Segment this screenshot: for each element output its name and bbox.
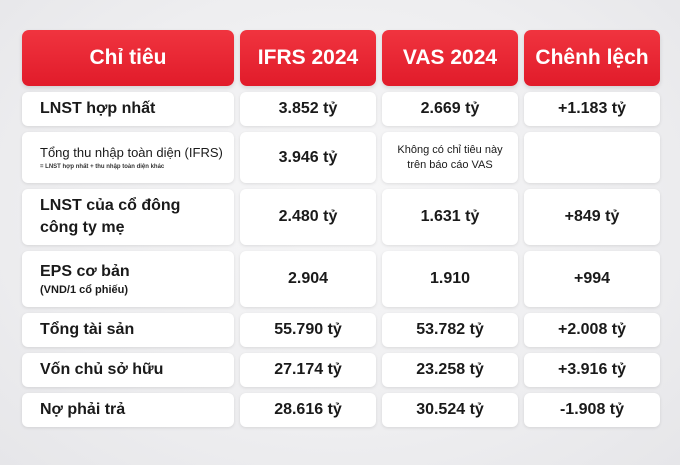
row-label-note: = LNST hợp nhất + thu nhập toàn diện khá… <box>40 163 165 170</box>
row-label-unit: (VND/1 cổ phiếu) <box>40 284 129 296</box>
value-difference: +3.916 tỷ <box>524 353 660 387</box>
row-label-tong-tai-san: Tổng tài sản <box>22 313 234 347</box>
row-label-text-line2: công ty mẹ <box>40 219 125 236</box>
row-label-no-phai-tra: Nợ phải trả <box>22 393 234 427</box>
row-label-text: Vốn chủ sở hữu <box>40 361 164 378</box>
row-label-text: Nợ phải trả <box>40 401 126 418</box>
value-ifrs: 2.904 <box>240 251 376 307</box>
value-difference: +849 tỷ <box>524 189 660 245</box>
value-vas-note: Không có chỉ tiêu này trên báo cáo VAS <box>382 132 518 183</box>
value-vas: 30.524 tỷ <box>382 393 518 427</box>
row-label-text: EPS cơ bản <box>40 263 130 280</box>
header-indicator: Chỉ tiêu <box>22 30 234 86</box>
vas-note-line1: Không có chỉ tiêu này <box>397 143 503 156</box>
vas-note-line2: trên báo cáo VAS <box>407 158 493 171</box>
value-difference: +1.183 tỷ <box>524 92 660 126</box>
row-label-lnst-hop-nhat: LNST hợp nhất <box>22 92 234 126</box>
row-label-text: Tổng tài sản <box>40 321 135 338</box>
header-difference: Chênh lệch <box>524 30 660 86</box>
value-ifrs: 3.946 tỷ <box>240 132 376 183</box>
value-vas: 23.258 tỷ <box>382 353 518 387</box>
row-label-text: LNST hợp nhất <box>40 100 156 117</box>
value-vas: 1.631 tỷ <box>382 189 518 245</box>
value-difference: +994 <box>524 251 660 307</box>
value-ifrs: 2.480 tỷ <box>240 189 376 245</box>
row-label-text: Tổng thu nhập toàn diện (IFRS) <box>40 144 223 160</box>
row-label-eps-co-ban: EPS cơ bản (VND/1 cổ phiếu) <box>22 251 234 307</box>
row-label-tong-thu-nhap-toan-dien: Tổng thu nhập toàn diện (IFRS) = LNST hợ… <box>22 132 234 183</box>
value-vas: 53.782 tỷ <box>382 313 518 347</box>
row-label-lnst-co-dong-cong-ty-me: LNST của cổ đông công ty mẹ <box>22 189 234 245</box>
row-label-von-chu-so-huu: Vốn chủ sở hữu <box>22 353 234 387</box>
header-ifrs-2024: IFRS 2024 <box>240 30 376 86</box>
value-ifrs: 3.852 tỷ <box>240 92 376 126</box>
value-difference: -1.908 tỷ <box>524 393 660 427</box>
header-vas-2024: VAS 2024 <box>382 30 518 86</box>
value-difference: +2.008 tỷ <box>524 313 660 347</box>
row-label-text-line1: LNST của cổ đông <box>40 197 181 214</box>
value-ifrs: 28.616 tỷ <box>240 393 376 427</box>
value-ifrs: 27.174 tỷ <box>240 353 376 387</box>
value-difference <box>524 132 660 183</box>
value-vas: 2.669 tỷ <box>382 92 518 126</box>
value-vas: 1.910 <box>382 251 518 307</box>
comparison-table: Chỉ tiêu IFRS 2024 VAS 2024 Chênh lệch L… <box>22 30 660 427</box>
value-ifrs: 55.790 tỷ <box>240 313 376 347</box>
